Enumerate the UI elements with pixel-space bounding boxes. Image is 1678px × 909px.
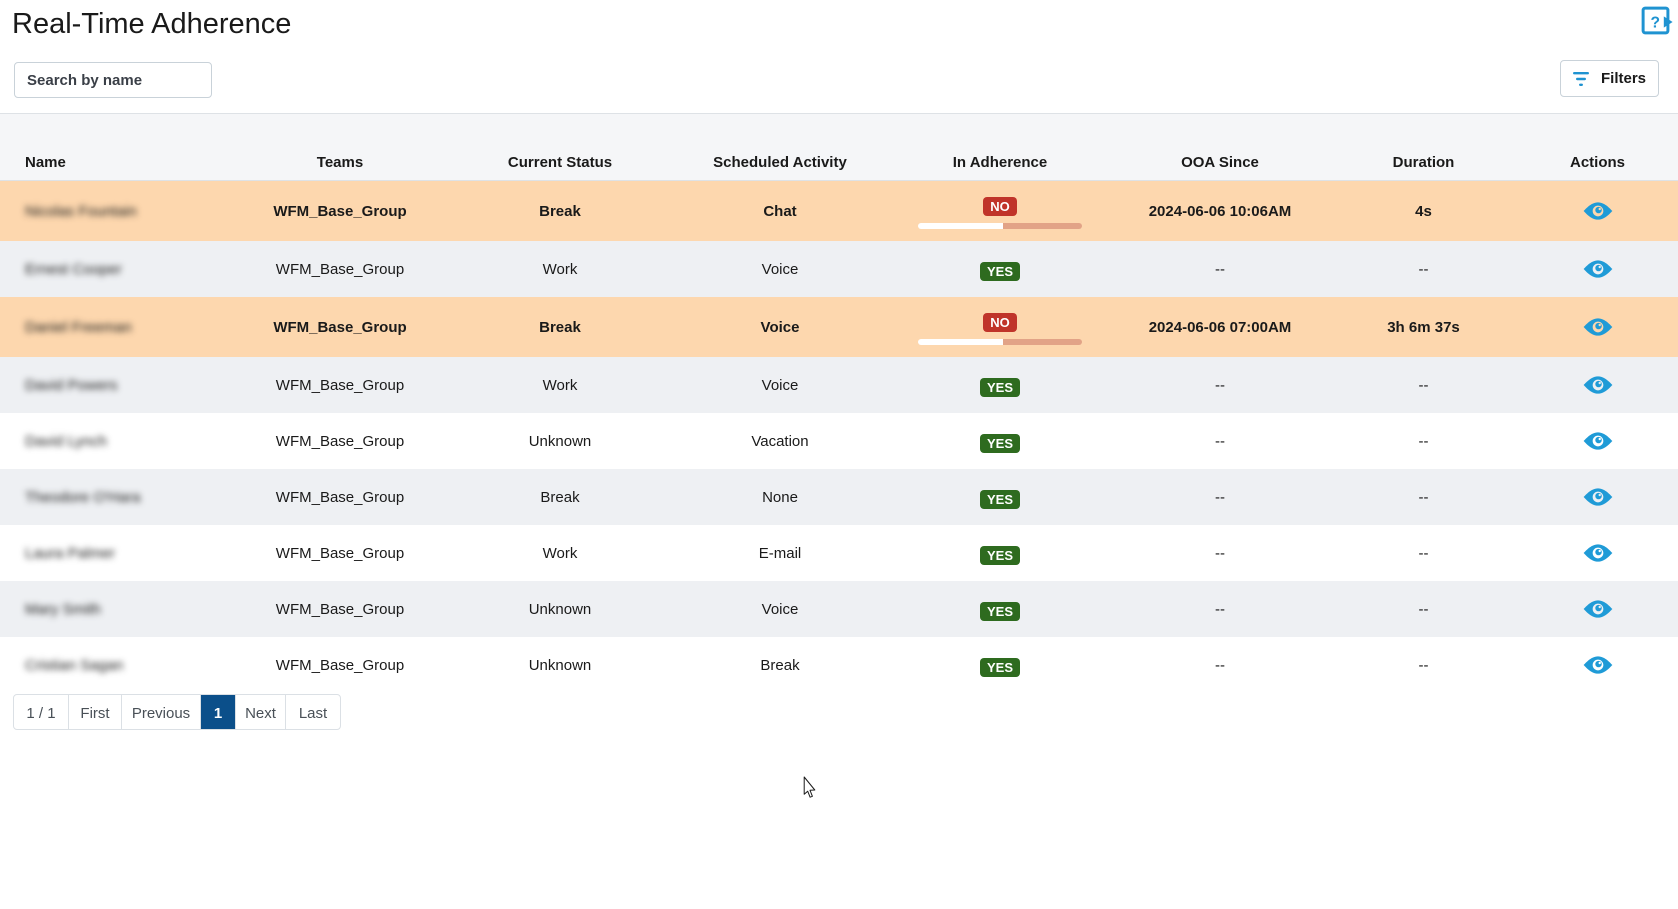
svg-text:?: ? <box>1651 15 1661 32</box>
